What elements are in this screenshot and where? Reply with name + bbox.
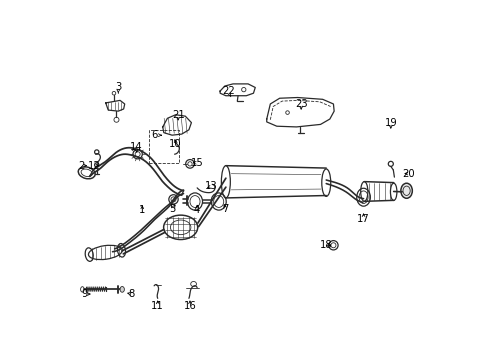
Polygon shape [163,115,191,135]
Text: 13: 13 [205,181,217,192]
Text: 22: 22 [222,86,234,96]
Text: 11: 11 [151,301,164,311]
Text: 8: 8 [128,289,134,299]
Polygon shape [105,100,124,111]
Text: 23: 23 [294,99,307,109]
Text: 15: 15 [190,158,203,168]
Text: 1: 1 [139,206,145,216]
Text: 2: 2 [78,161,84,171]
Text: 6: 6 [151,130,157,140]
Text: 3: 3 [115,82,121,92]
Text: 18: 18 [319,240,332,250]
Ellipse shape [400,183,411,198]
Text: 20: 20 [402,168,414,179]
Polygon shape [266,98,333,127]
Ellipse shape [120,287,124,292]
Text: 17: 17 [356,214,369,224]
Text: 16: 16 [183,301,196,311]
Text: 9: 9 [81,289,88,299]
Text: 12: 12 [88,161,101,171]
Text: 5: 5 [168,204,175,215]
Text: 19: 19 [384,118,396,128]
Text: 10: 10 [169,139,182,149]
Text: 21: 21 [171,110,184,120]
Text: 7: 7 [222,204,228,215]
Text: 4: 4 [194,206,200,216]
Text: 14: 14 [130,142,142,152]
Polygon shape [220,84,255,96]
